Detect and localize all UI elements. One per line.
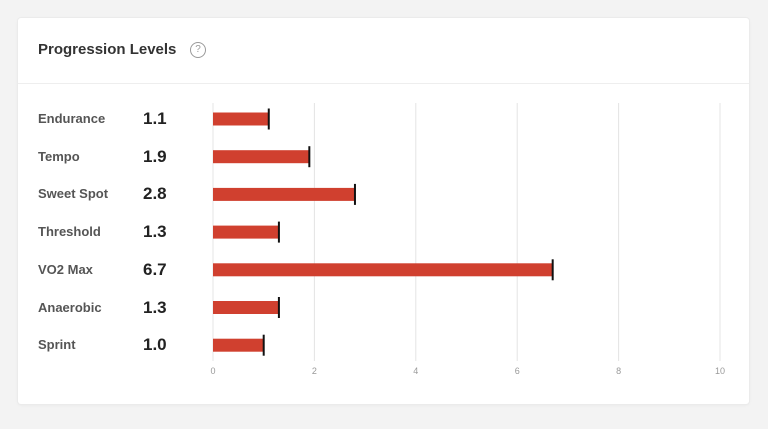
level-bar: [213, 187, 355, 201]
x-tick-label: 4: [413, 366, 418, 376]
x-tick-label: 8: [616, 366, 621, 376]
card-header: Progression Levels ?: [18, 18, 749, 84]
x-tick-label: 10: [715, 366, 725, 376]
level-label: Endurance: [38, 111, 106, 126]
level-bar: [213, 150, 310, 164]
level-value: 1.1: [143, 109, 167, 128]
level-label: Anaerobic: [38, 299, 102, 315]
card-title: Progression Levels: [38, 41, 177, 58]
x-tick-label: 0: [210, 366, 215, 376]
progression-levels-card: Progression Levels ? Endurance 1.1 Tempo 1.…: [18, 18, 749, 404]
progression-chart: 0 2 4 6 8 10: [210, 103, 725, 376]
level-label: Tempo: [38, 148, 80, 164]
level-bar: [213, 301, 279, 314]
level-bar: [213, 225, 279, 239]
level-value: 1.3: [143, 222, 167, 242]
level-value: 2.8: [143, 184, 167, 204]
x-tick-label: 6: [515, 366, 520, 376]
level-value: 1.9: [143, 146, 167, 166]
level-label: VO2 Max: [38, 261, 93, 277]
level-bar: [213, 263, 553, 277]
level-label: Threshold: [38, 224, 101, 240]
level-bar: [213, 112, 269, 126]
level-value: 6.7: [143, 259, 167, 279]
help-icon[interactable]: ?: [190, 42, 206, 58]
level-value: 1.3: [143, 297, 167, 317]
level-bar: [213, 338, 264, 352]
level-label: Sweet Spot: [38, 186, 109, 202]
level-label: Sprint: [38, 337, 76, 353]
x-tick-label: 2: [312, 366, 317, 376]
level-value: 1.0: [143, 335, 167, 355]
